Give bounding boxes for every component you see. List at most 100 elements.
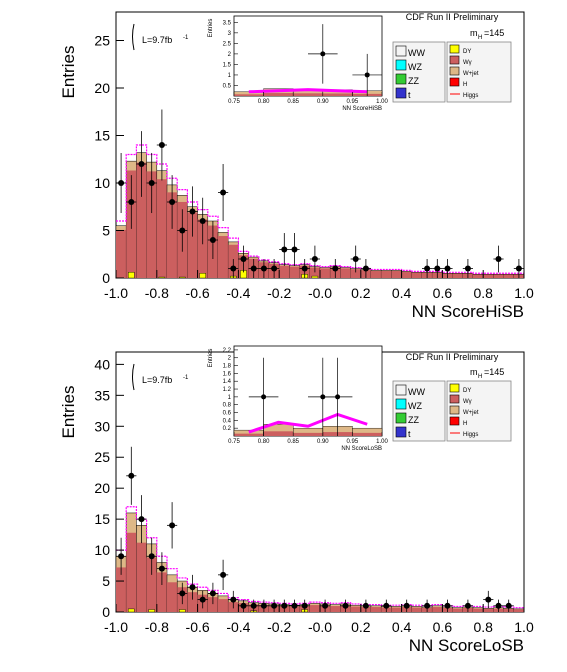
mass-label: m [470, 367, 478, 377]
data-point [301, 602, 308, 609]
data-point [158, 565, 165, 572]
legend-label: t [408, 90, 411, 100]
bar-wjet-red [279, 265, 290, 278]
bar-dy [128, 272, 135, 279]
inset-y-tick-label: 0.8 [223, 403, 232, 409]
inset-higgs [248, 88, 368, 94]
inset-y-tick-label: 2 [228, 356, 232, 362]
bar-dy [311, 275, 319, 279]
data-point [362, 265, 369, 272]
bar-wjet-red [432, 607, 443, 612]
bar-wjet-red [452, 608, 463, 612]
data-point [301, 265, 308, 272]
bar-wjet-red [187, 212, 198, 278]
lumi-label: L=9.7fb [142, 35, 172, 45]
y-tick-label: 0 [102, 270, 110, 286]
legend-label: ZZ [408, 415, 419, 425]
bar-wjet-red [116, 229, 127, 278]
inset-x-tick-label: 1.00 [376, 99, 388, 105]
legend-label: Higgs [463, 93, 478, 99]
data-point [138, 161, 145, 167]
data-point [260, 265, 267, 272]
inset-x-tick-label: 0.85 [287, 99, 299, 105]
legend-swatch [395, 73, 407, 85]
bar-wjet-red [503, 274, 514, 278]
mass-label: m [470, 28, 478, 38]
bar-wjet-red [218, 236, 229, 278]
x-tick-label: -0.4 [226, 619, 250, 635]
x-tick-label: 0.4 [392, 619, 412, 635]
bar-wjet-red [411, 272, 422, 278]
inset-bar-red [234, 94, 264, 96]
inset-y-tick-label: 1.5 [223, 62, 232, 68]
inset-bar-red [234, 433, 264, 436]
data-point [148, 180, 155, 186]
data-point [209, 237, 216, 243]
bar-wjet-red [156, 179, 167, 278]
bar-wjet-red [187, 592, 198, 612]
inset-y-tick-label: 2.2 [223, 348, 232, 354]
legend-swatch [395, 45, 407, 57]
inset-y-tick-label: 1.8 [223, 364, 232, 370]
bar-dy [148, 609, 155, 613]
inset-point [364, 72, 370, 78]
legend-label: DY [463, 49, 471, 55]
bar-wjet-red [473, 274, 484, 278]
bar-wjet-red [513, 609, 524, 612]
x-tick-label: -0.8 [145, 285, 169, 301]
data-point [220, 189, 227, 196]
y-tick-label: 15 [94, 128, 110, 144]
bottom-panel: 0 5 10 15 20 25 30 35 40 -1.0 -0.8 -0.6 -0.4 -0.2 -0.0… [59, 345, 534, 655]
bar-wjet-red [146, 557, 157, 612]
y-tick-label: 0 [102, 604, 110, 620]
data-point [444, 602, 451, 609]
bar-wjet-red [126, 532, 137, 612]
inset-x-tick-label: 0.85 [287, 439, 299, 445]
y-tick-label: 5 [102, 573, 110, 589]
y-tick-label: 10 [94, 175, 110, 191]
inset-plot: 0.5 1 1.5 2 2.5 3 3.5 0.75 0.80 0.85 0.90 0.95 1.00N… [208, 15, 388, 112]
lumi-sup: -1 [183, 375, 189, 381]
data-point [179, 590, 186, 597]
inset-bar-red [263, 93, 294, 96]
bar-dy [199, 273, 206, 279]
x-tick-label: -0.0 [308, 285, 332, 301]
bar-wjet-red [136, 542, 147, 612]
inset-x-tick-label: 0.75 [228, 439, 240, 445]
y-axis-label: Entries [59, 386, 78, 439]
data-point [158, 142, 165, 148]
data-point [311, 256, 318, 262]
legend-swatch [395, 384, 407, 396]
legend-label: W+jet [463, 71, 479, 77]
inset-x-tick-label: 0.90 [317, 439, 329, 445]
legend-label: Wγ [463, 60, 472, 66]
x-tick-label: 0.6 [433, 619, 453, 635]
legend-label: Higgs [463, 432, 478, 438]
legend-label: DY [463, 388, 471, 394]
data-point [291, 246, 298, 253]
x-tick-label: 1.0 [514, 285, 534, 301]
bar-wjet-red [167, 582, 178, 612]
data-point [199, 218, 206, 224]
bar-wjet-red [167, 192, 178, 278]
data-point [434, 265, 441, 272]
bar-wjet-red [146, 171, 157, 278]
data-point [169, 522, 176, 529]
bar-dy [158, 276, 166, 279]
inset-x-tick-label: 0.90 [317, 99, 329, 105]
x-tick-label: 0.4 [392, 285, 412, 301]
bar-wjet-red [473, 608, 484, 612]
legend-swatch [395, 426, 407, 438]
y-tick-label: 25 [94, 33, 110, 49]
x-tick-label: 0.2 [351, 619, 371, 635]
legend-swatch [395, 87, 407, 99]
data-point [189, 584, 196, 591]
inset-y-tick-label: 0.4 [223, 418, 232, 424]
bar-wjet-red [483, 274, 494, 278]
y-tick-label: 25 [94, 449, 110, 465]
legend-label: WW [408, 387, 425, 397]
data-point [485, 596, 492, 603]
inset-x-tick-label: 0.95 [347, 439, 359, 445]
legend-swatch [449, 383, 460, 393]
bar-wjet-red [452, 273, 463, 278]
